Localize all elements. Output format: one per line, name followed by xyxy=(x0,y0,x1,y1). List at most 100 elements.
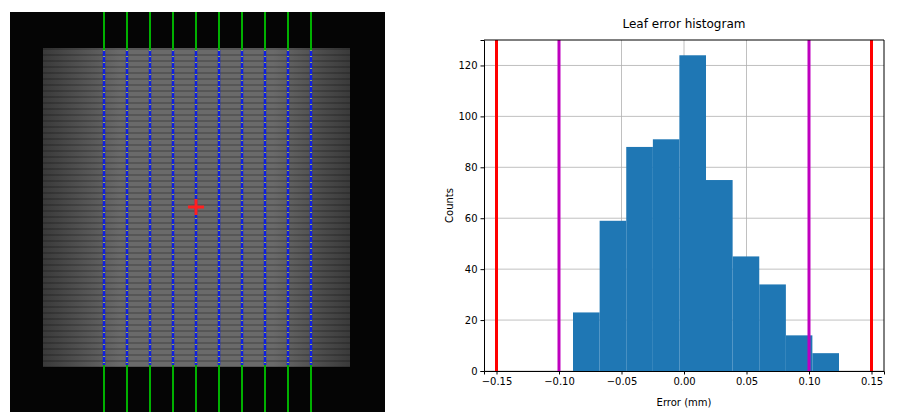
x-axis-title: Error (mm) xyxy=(657,397,712,408)
image-background xyxy=(10,12,385,412)
picket-line xyxy=(287,50,290,365)
y-tick-label: 100 xyxy=(458,111,477,122)
bar xyxy=(733,256,760,371)
leaf-image xyxy=(10,12,385,412)
picket-line xyxy=(218,50,221,365)
picket-points xyxy=(149,50,151,365)
threshold-line xyxy=(870,40,873,371)
y-tick-label: 40 xyxy=(465,264,478,275)
picket-points xyxy=(287,50,289,365)
picket-line xyxy=(126,50,129,365)
bar xyxy=(679,55,706,371)
picket-guide-top xyxy=(103,12,105,50)
x-tick-label: 0.00 xyxy=(673,376,695,387)
x-tick-mark xyxy=(872,371,873,375)
x-tick-mark xyxy=(684,371,685,375)
picket-line xyxy=(149,50,152,365)
x-tick-label: 0.05 xyxy=(736,376,758,387)
picket-points xyxy=(310,50,312,365)
x-tick-label: −0.15 xyxy=(482,376,513,387)
picket-line xyxy=(264,50,267,365)
picket-guide-bottom xyxy=(195,365,197,412)
bar xyxy=(706,180,733,371)
y-tick: 100 xyxy=(458,111,484,122)
picket-guide-top xyxy=(264,12,266,50)
picket-line xyxy=(172,50,175,365)
picket-line xyxy=(241,50,244,365)
y-tick-label: 60 xyxy=(465,213,478,224)
picket-guide-bottom xyxy=(149,365,151,412)
x-tick-label: 0.15 xyxy=(861,376,883,387)
grid-line-x xyxy=(559,40,560,371)
histogram-chart: −0.15 −0.10 −0.05 0.00 0.05 0.10 0.15 0 20 40 60 80… xyxy=(444,17,885,408)
x-axis-line xyxy=(485,372,885,375)
picket-lines xyxy=(104,12,311,412)
y-tick-mark xyxy=(481,218,485,219)
y-tick: 60 xyxy=(465,213,484,224)
x-tick: −0.10 xyxy=(544,371,575,387)
plot-area xyxy=(497,40,872,371)
y-tick: 120 xyxy=(458,60,484,71)
y-tick-label: 80 xyxy=(465,162,478,173)
right-spine xyxy=(884,40,885,371)
bar xyxy=(573,312,600,371)
picket-points xyxy=(103,50,105,365)
picket-points xyxy=(172,50,174,365)
picket-points xyxy=(241,50,243,365)
grid-line-x xyxy=(809,40,810,371)
grid-line-x xyxy=(871,40,872,371)
x-tick-mark xyxy=(809,371,810,375)
chart-title: Leaf error histogram xyxy=(623,17,746,31)
leaf-stripes xyxy=(43,48,350,368)
bar xyxy=(626,147,653,371)
cross-v xyxy=(195,199,198,215)
y-tick-mark xyxy=(481,371,485,372)
radiation-field xyxy=(43,48,350,367)
picket-guide-bottom xyxy=(172,365,174,412)
x-tick: 0.15 xyxy=(861,371,883,387)
y-tick-mark xyxy=(481,167,485,168)
picket-guide-top xyxy=(218,12,220,50)
threshold-line xyxy=(495,40,498,371)
y-tick: 40 xyxy=(465,264,484,275)
grid xyxy=(484,40,884,371)
y-axis-line xyxy=(481,41,485,372)
grid-line-x xyxy=(496,40,497,371)
x-tick-mark xyxy=(747,371,748,375)
x-tick: −0.15 xyxy=(482,371,513,387)
y-tick-label: 0 xyxy=(471,366,477,377)
picket-guide-bottom xyxy=(103,365,105,412)
picket-guide-bottom xyxy=(241,365,243,412)
picket-line xyxy=(310,50,313,365)
top-spine xyxy=(484,40,884,41)
picket-guide-top xyxy=(195,12,197,50)
picket-points xyxy=(195,50,197,365)
x-tick: 0.10 xyxy=(798,371,820,387)
picket-guide-bottom xyxy=(287,365,289,412)
picket-guide-top xyxy=(241,12,243,50)
x-tick-label: −0.10 xyxy=(544,376,575,387)
y-tick-mark xyxy=(481,65,485,66)
picket-guide-bottom xyxy=(218,365,220,412)
bar xyxy=(653,139,680,371)
picket-guide-bottom xyxy=(264,365,266,412)
bar xyxy=(600,221,627,371)
y-tick: 0 xyxy=(471,366,484,377)
x-tick: 0.05 xyxy=(736,371,758,387)
x-tick-label: −0.05 xyxy=(607,376,638,387)
picket-guide-bottom xyxy=(310,365,312,412)
picket-points xyxy=(126,50,128,365)
picket-guide-bottom xyxy=(126,365,128,412)
picket-points xyxy=(218,50,220,365)
y-tick-mark xyxy=(481,269,485,270)
x-tick-mark xyxy=(559,371,560,375)
threshold-line xyxy=(808,40,811,371)
x-tick: 0.00 xyxy=(673,371,695,387)
picket-guide-top xyxy=(126,12,128,50)
y-tick-label: 20 xyxy=(465,315,478,326)
y-tick-mark xyxy=(481,320,485,321)
picket-guide-top xyxy=(149,12,151,50)
x-tick-mark xyxy=(497,371,498,375)
bar xyxy=(759,284,786,371)
picket-guide-top xyxy=(172,12,174,50)
